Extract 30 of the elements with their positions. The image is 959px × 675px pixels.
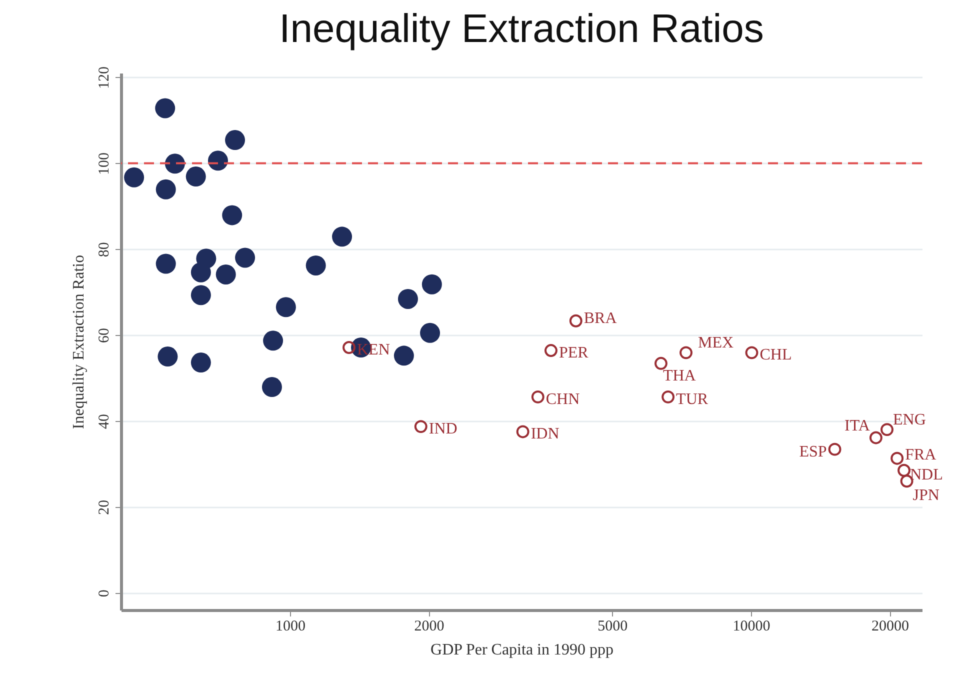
- y-tick-label: 40: [96, 414, 112, 429]
- annotation: CHL: [760, 346, 792, 364]
- x-tick-label: 5000: [598, 618, 628, 634]
- annotation: FRA: [905, 446, 937, 464]
- x-tick-label: 20000: [871, 618, 909, 634]
- y-tick-label: 20: [96, 500, 112, 515]
- x-tick-label: 2000: [414, 618, 444, 634]
- annotation: BRA: [584, 310, 618, 327]
- annotation: IND: [428, 420, 458, 438]
- annotation: IDN: [530, 426, 560, 443]
- annotation: CHN: [546, 390, 580, 408]
- annotation: MEX: [698, 334, 734, 352]
- annotation: ENG: [892, 412, 926, 429]
- y-tick-label: 0: [96, 590, 112, 598]
- y-tick-label: 60: [96, 328, 112, 344]
- x-tick-label: 1000: [275, 618, 306, 634]
- chart-title: Inequality Extraction Ratios: [279, 7, 764, 52]
- annotation: PER: [558, 344, 589, 362]
- y-tick-label: 100: [96, 152, 112, 175]
- x-tick-label: 10000: [732, 618, 770, 634]
- y-tick-label: 80: [96, 242, 112, 258]
- annotation: NDL: [910, 466, 943, 484]
- x-axis-title: GDP Per Capita in 1990 ppp: [430, 642, 614, 658]
- annotation: ESP: [799, 443, 827, 460]
- annotation: ITA: [844, 418, 870, 435]
- annotation: JPN: [912, 487, 940, 504]
- y-axis-title: Inequality Extraction Ratio: [70, 254, 88, 430]
- y-tick-label: 120: [96, 66, 112, 90]
- annotation: TUR: [676, 390, 708, 408]
- annotation: THA: [662, 367, 696, 384]
